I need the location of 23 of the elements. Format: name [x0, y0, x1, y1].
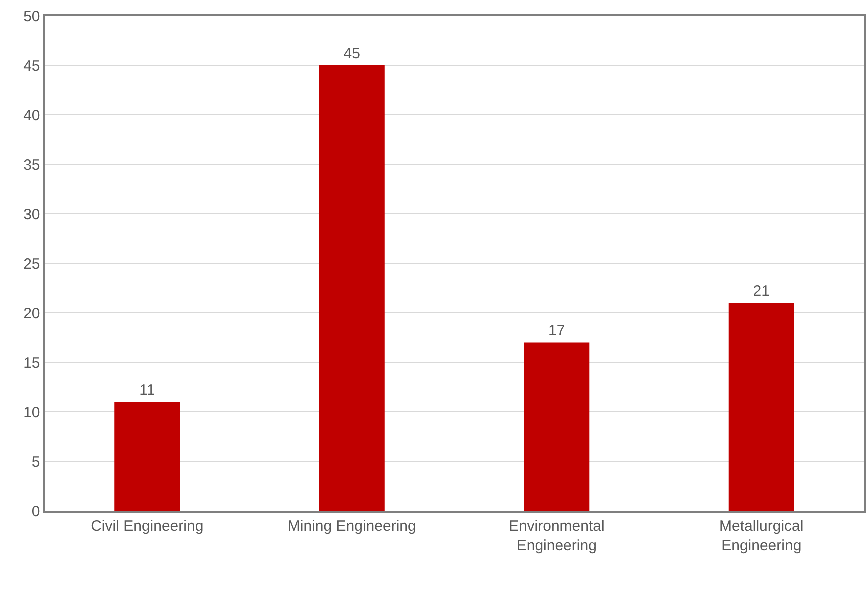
data-label: 11: [140, 382, 156, 400]
y-tick-label: 45: [24, 58, 40, 75]
y-tick-label: 0: [32, 503, 40, 520]
y-tick-label: 30: [24, 206, 40, 224]
x-tick-label: Environmental Engineering: [508, 518, 605, 554]
y-tick-label: 15: [24, 354, 40, 372]
y-tick-label: 50: [24, 8, 40, 26]
y-tick-label: 40: [24, 107, 40, 124]
y-tick-label: 35: [24, 156, 40, 174]
x-tick-label: Metallurgical Engineering: [720, 518, 804, 554]
bar: [319, 66, 385, 511]
y-tick-label: 20: [24, 305, 40, 322]
y-tick-label: 10: [24, 404, 40, 422]
data-label: 45: [344, 46, 360, 62]
y-tick-label: 5: [32, 454, 40, 471]
bar: [114, 402, 180, 511]
bar: [524, 342, 590, 511]
y-tick-label: 25: [24, 256, 40, 273]
data-label: 17: [548, 322, 566, 340]
bar: [728, 303, 794, 511]
x-tick-label: Mining Engineering: [288, 518, 416, 535]
data-label: 21: [753, 283, 770, 300]
x-tick-label: Civil Engineering: [91, 518, 204, 535]
